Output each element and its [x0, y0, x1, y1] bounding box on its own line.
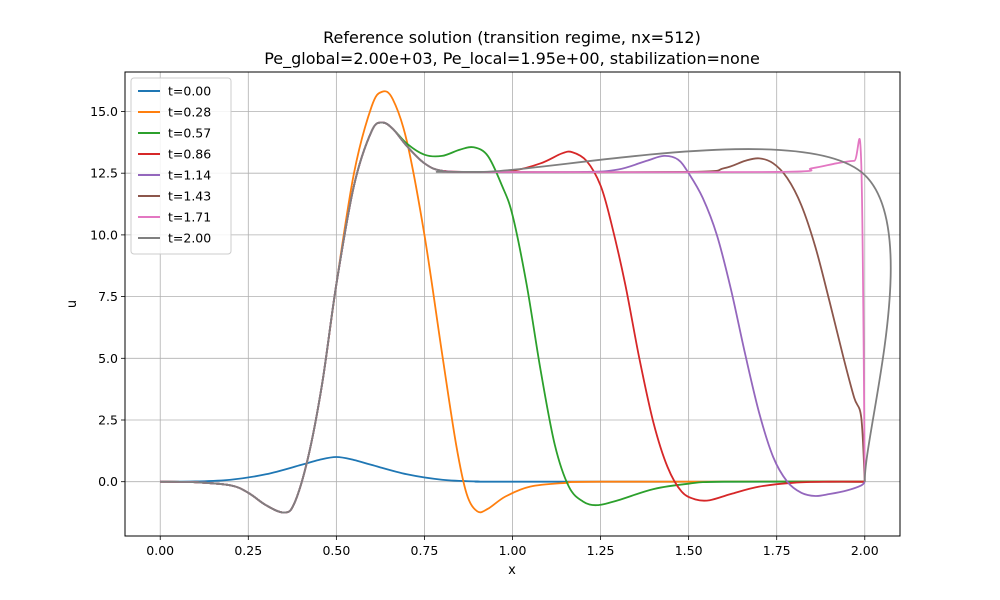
- x-tick-label: 1.25: [587, 543, 615, 558]
- legend: t=0.00 t=0.28 t=0.57 t=0.86 t=1.14 t=1.43 t=1.…: [130, 77, 232, 255]
- x-tick-label: 0.00: [146, 543, 174, 558]
- legend-label: t=0.28: [168, 105, 211, 120]
- legend-label: t=1.14: [168, 168, 211, 183]
- series-line-7: [160, 121, 892, 514]
- y-tick-label: 15.0: [90, 104, 118, 119]
- y-tick-label: 10.0: [90, 227, 118, 242]
- x-axis-label: x: [508, 563, 516, 578]
- legend-label: t=2.00: [168, 231, 211, 246]
- series-lines: [160, 90, 892, 514]
- y-axis-label: u: [65, 300, 80, 308]
- legend-label: t=1.71: [168, 210, 211, 225]
- y-tick-label: 2.5: [98, 413, 118, 428]
- x-tick-label: 2.00: [851, 543, 879, 558]
- chart-title: Reference solution (transition regime, n…: [323, 28, 701, 47]
- legend-label: t=0.86: [168, 147, 211, 162]
- legend-label: t=0.57: [168, 126, 211, 141]
- x-tick-label: 1.50: [675, 543, 703, 558]
- x-tick-label: 1.75: [763, 543, 791, 558]
- axis-ticks: 0.00 0.25 0.50 0.75 1.00 1.25 1.50 1.75 2.00 0.0 2…: [90, 104, 879, 558]
- series-line-0: [160, 456, 865, 483]
- y-tick-label: 0.0: [98, 474, 118, 489]
- x-tick-label: 0.75: [411, 543, 439, 558]
- y-tick-label: 5.0: [98, 351, 118, 366]
- y-tick-label: 12.5: [90, 166, 118, 181]
- y-tick-label: 7.5: [98, 289, 118, 304]
- legend-label: t=1.43: [168, 189, 211, 204]
- chart-subtitle: Pe_global=2.00e+03, Pe_local=1.95e+00, s…: [264, 49, 760, 69]
- x-tick-label: 0.50: [322, 543, 350, 558]
- x-tick-label: 0.25: [234, 543, 262, 558]
- legend-box: [130, 77, 232, 255]
- legend-label: t=0.00: [168, 84, 211, 99]
- x-tick-label: 1.00: [499, 543, 527, 558]
